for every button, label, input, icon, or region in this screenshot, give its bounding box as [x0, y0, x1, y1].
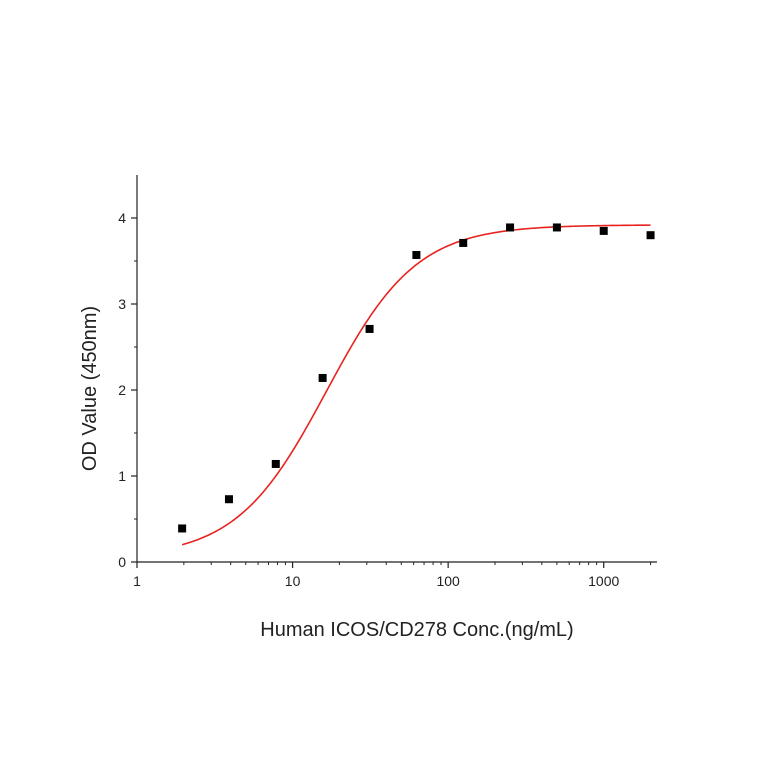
- data-point: [646, 231, 655, 240]
- data-point: [271, 459, 280, 468]
- y-tick-label: 2: [118, 382, 126, 398]
- y-tick-label: 3: [118, 296, 126, 312]
- x-tick-label: 1: [133, 573, 141, 589]
- data-points: [178, 223, 655, 533]
- y-axis-title: OD Value (450nm): [79, 306, 101, 471]
- data-point: [552, 223, 561, 232]
- data-point: [599, 226, 608, 235]
- data-point: [365, 324, 374, 333]
- data-point: [178, 524, 187, 533]
- data-point: [224, 495, 233, 504]
- x-axis-title: Human ICOS/CD278 Conc.(ng/mL): [260, 619, 573, 641]
- axes: [136, 175, 657, 563]
- y-tick-label: 0: [118, 554, 126, 570]
- x-ticks: 1 10 100 1000: [133, 562, 652, 589]
- x-tick-label: 100: [436, 573, 460, 589]
- fit-curve: [181, 224, 651, 546]
- y-ticks: 0 1 2 3 4: [118, 210, 137, 570]
- data-point: [318, 373, 327, 382]
- x-tick-label: 1000: [588, 573, 619, 589]
- y-tick-label: 4: [118, 210, 126, 226]
- x-tick-label: 10: [285, 573, 301, 589]
- y-tick-label: 1: [118, 468, 126, 484]
- data-point: [412, 250, 421, 259]
- data-point: [459, 238, 468, 247]
- data-point: [506, 223, 515, 232]
